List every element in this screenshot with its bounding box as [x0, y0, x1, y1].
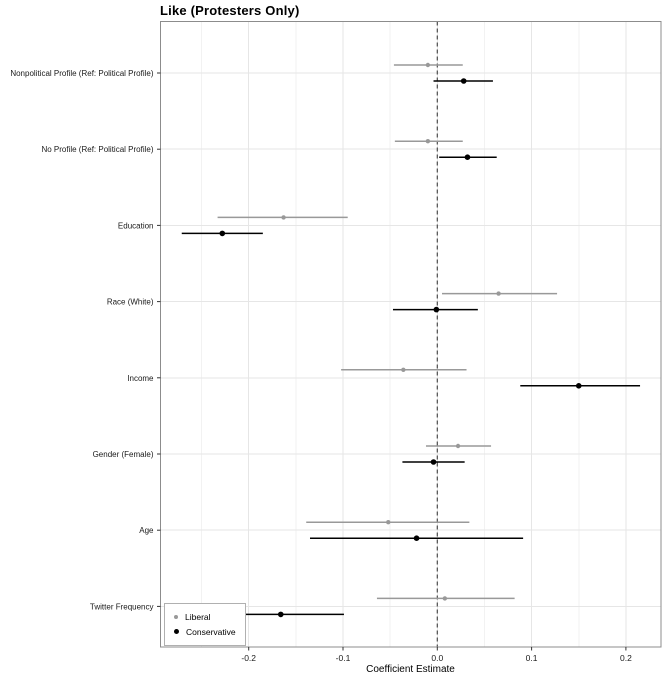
point-conservative — [277, 611, 284, 618]
y-axis-label: Age — [139, 526, 154, 535]
legend-label-liberal: Liberal — [185, 612, 211, 622]
point-conservative — [430, 459, 437, 465]
point-liberal — [401, 367, 406, 372]
x-axis-title: Coefficient Estimate — [366, 664, 455, 675]
y-axis-label: No Profile (Ref: Political Profile) — [41, 145, 153, 154]
point-liberal — [386, 520, 391, 525]
conservative-point-icon — [174, 629, 179, 635]
y-axis-label: Race (White) — [107, 298, 154, 307]
point-liberal — [425, 139, 431, 144]
x-axis-tick-label: -0.2 — [241, 653, 256, 663]
x-axis-tick-label: 0.1 — [526, 653, 538, 663]
point-liberal — [281, 215, 286, 220]
x-axis-tick-label: 0.0 — [431, 653, 443, 663]
legend-item-liberal: Liberal — [174, 613, 245, 622]
point-conservative — [460, 78, 467, 84]
point-liberal — [442, 596, 448, 601]
point-conservative — [219, 230, 226, 237]
liberal-point-icon — [174, 615, 178, 620]
panel-border — [159, 20, 662, 648]
chart-title: Like (Protesters Only) — [160, 3, 300, 18]
y-axis-label: Twitter Frequency — [90, 602, 154, 611]
point-conservative — [464, 154, 471, 160]
point-conservative — [575, 383, 582, 389]
point-liberal — [496, 291, 501, 296]
y-axis-label: Nonpolitical Profile (Ref: Political Pro… — [10, 69, 154, 78]
point-conservative — [433, 306, 440, 313]
point-liberal — [455, 443, 461, 449]
point-conservative — [413, 535, 420, 541]
y-axis-label: Education — [118, 221, 154, 230]
legend: Liberal Conservative — [164, 603, 246, 646]
legend-item-conservative: Conservative — [174, 626, 245, 637]
x-axis-tick-label: 0.2 — [620, 653, 632, 663]
point-liberal — [425, 62, 431, 68]
y-axis-label: Income — [127, 374, 154, 383]
y-axis-label: Gender (Female) — [93, 450, 154, 459]
x-axis-tick-label: -0.1 — [336, 653, 351, 663]
legend-label-conservative: Conservative — [186, 626, 236, 637]
